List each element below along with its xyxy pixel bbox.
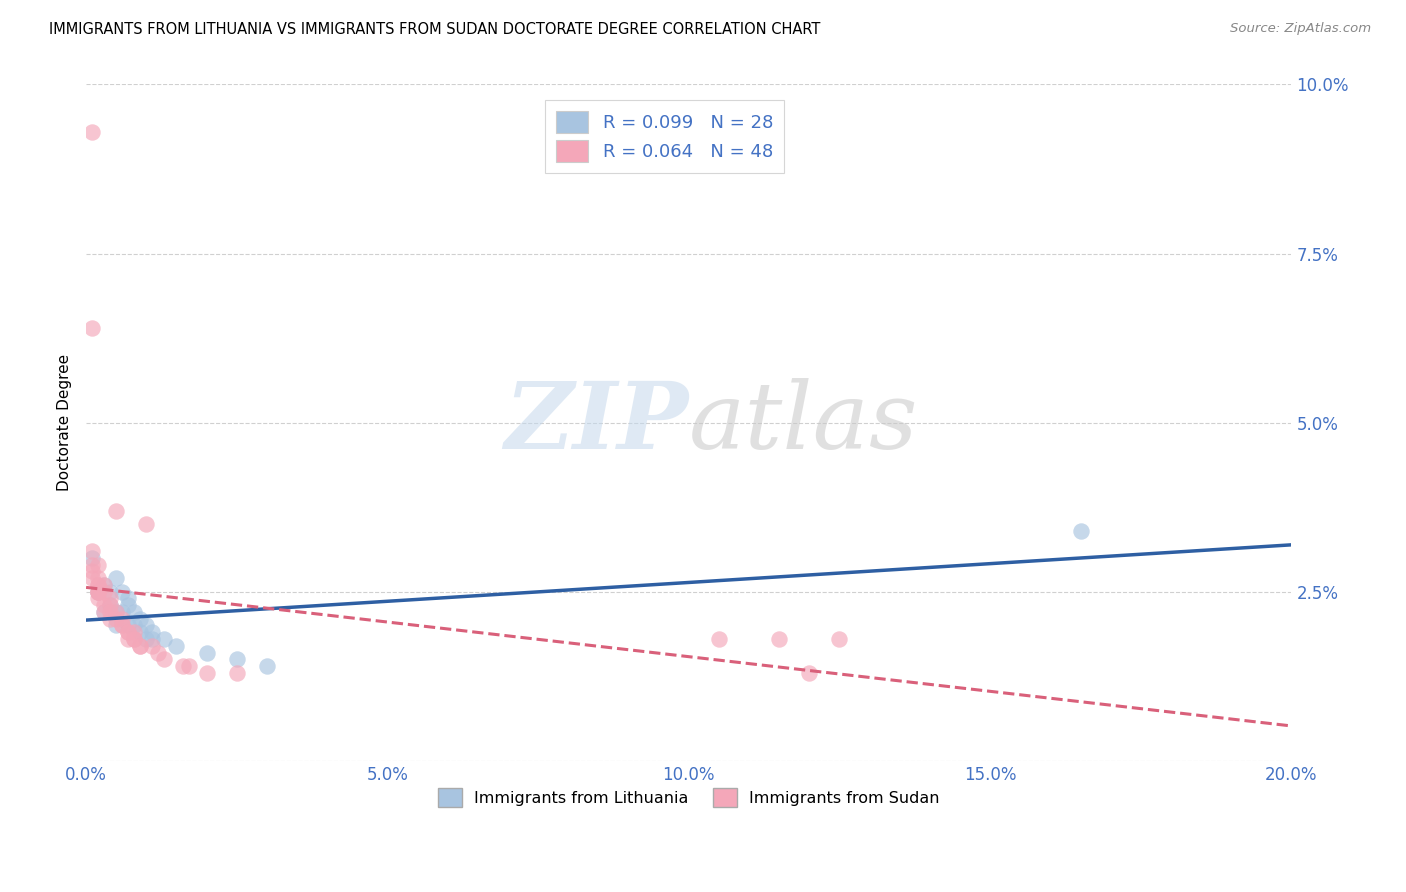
Point bbox=[148, 646, 170, 660]
Point bbox=[111, 618, 134, 632]
Point bbox=[98, 598, 121, 612]
Point bbox=[117, 625, 139, 640]
Point bbox=[256, 659, 278, 673]
Point bbox=[117, 618, 139, 632]
Point bbox=[225, 665, 247, 680]
Point bbox=[87, 591, 110, 606]
Point bbox=[87, 584, 110, 599]
Y-axis label: Doctorate Degree: Doctorate Degree bbox=[58, 354, 72, 491]
Point bbox=[153, 652, 176, 666]
Point bbox=[105, 612, 128, 626]
Point bbox=[98, 605, 121, 619]
Point bbox=[129, 625, 152, 640]
Point bbox=[111, 605, 134, 619]
Legend: Immigrants from Lithuania, Immigrants from Sudan: Immigrants from Lithuania, Immigrants fr… bbox=[432, 781, 946, 814]
Point bbox=[87, 584, 110, 599]
Point bbox=[124, 632, 146, 646]
Point bbox=[195, 665, 218, 680]
Point bbox=[117, 598, 139, 612]
Point bbox=[177, 659, 200, 673]
Point bbox=[141, 632, 163, 646]
Point bbox=[799, 665, 821, 680]
Point bbox=[82, 565, 104, 579]
Point bbox=[93, 605, 115, 619]
Point bbox=[225, 652, 247, 666]
Point bbox=[93, 578, 115, 592]
Point bbox=[87, 578, 110, 592]
Point bbox=[82, 571, 104, 585]
Point bbox=[105, 503, 128, 517]
Point bbox=[124, 625, 146, 640]
Point bbox=[111, 584, 134, 599]
Point bbox=[87, 578, 110, 592]
Point bbox=[166, 639, 188, 653]
Point bbox=[93, 598, 115, 612]
Point bbox=[1070, 524, 1092, 538]
Point bbox=[117, 625, 139, 640]
Point bbox=[707, 632, 730, 646]
Point bbox=[82, 125, 104, 139]
Point bbox=[105, 618, 128, 632]
Point bbox=[105, 571, 128, 585]
Point bbox=[98, 584, 121, 599]
Point bbox=[129, 639, 152, 653]
Point bbox=[141, 625, 163, 640]
Point bbox=[98, 598, 121, 612]
Text: Source: ZipAtlas.com: Source: ZipAtlas.com bbox=[1230, 22, 1371, 36]
Point bbox=[117, 632, 139, 646]
Text: ZIP: ZIP bbox=[505, 377, 689, 467]
Point bbox=[111, 618, 134, 632]
Point bbox=[98, 591, 121, 606]
Point bbox=[768, 632, 790, 646]
Point bbox=[124, 605, 146, 619]
Point bbox=[87, 584, 110, 599]
Point bbox=[129, 639, 152, 653]
Point bbox=[129, 612, 152, 626]
Point bbox=[124, 632, 146, 646]
Point bbox=[195, 646, 218, 660]
Point bbox=[124, 618, 146, 632]
Point bbox=[135, 516, 157, 531]
Point bbox=[93, 584, 115, 599]
Point bbox=[87, 571, 110, 585]
Point bbox=[82, 544, 104, 558]
Point bbox=[93, 605, 115, 619]
Point bbox=[135, 632, 157, 646]
Point bbox=[141, 639, 163, 653]
Point bbox=[105, 605, 128, 619]
Point bbox=[93, 578, 115, 592]
Point bbox=[98, 612, 121, 626]
Point bbox=[172, 659, 194, 673]
Point bbox=[82, 321, 104, 335]
Point bbox=[87, 584, 110, 599]
Point bbox=[82, 550, 104, 565]
Text: atlas: atlas bbox=[689, 377, 918, 467]
Point bbox=[828, 632, 851, 646]
Point bbox=[111, 612, 134, 626]
Point bbox=[135, 618, 157, 632]
Point bbox=[153, 632, 176, 646]
Point bbox=[117, 591, 139, 606]
Point bbox=[82, 558, 104, 572]
Point bbox=[87, 558, 110, 572]
Text: IMMIGRANTS FROM LITHUANIA VS IMMIGRANTS FROM SUDAN DOCTORATE DEGREE CORRELATION : IMMIGRANTS FROM LITHUANIA VS IMMIGRANTS … bbox=[49, 22, 821, 37]
Point bbox=[105, 605, 128, 619]
